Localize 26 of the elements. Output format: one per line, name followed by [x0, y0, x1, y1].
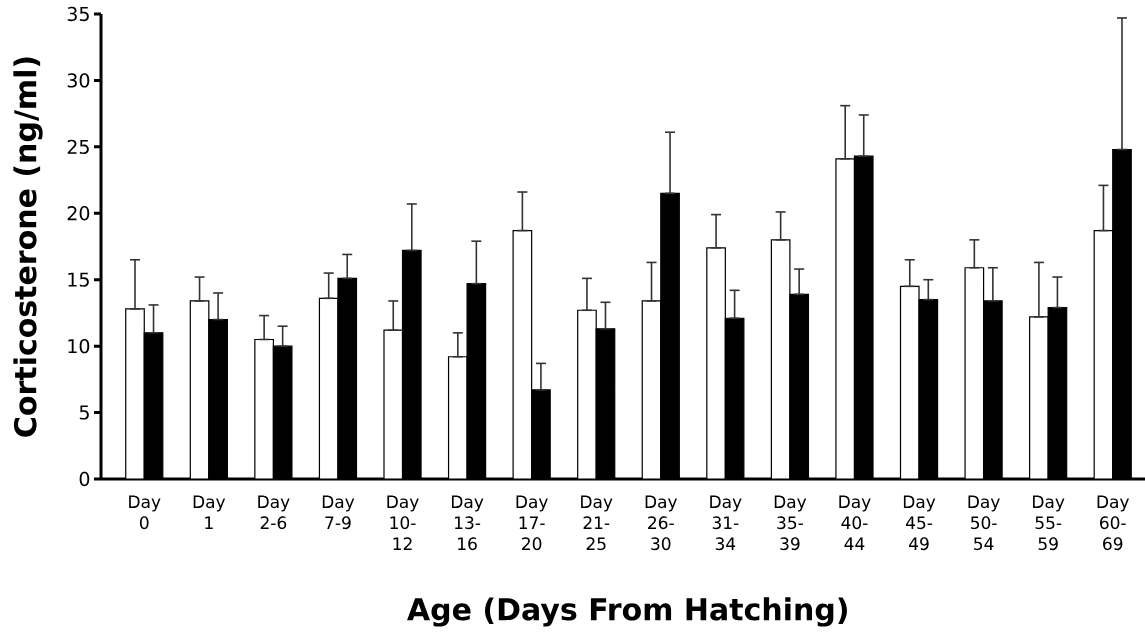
y-tick-label: 10	[68, 338, 90, 354]
x-tick-label: Day 45-49	[903, 495, 936, 551]
x-tick-label: Day 7-9	[322, 495, 355, 530]
y-tick-label: 35	[67, 6, 89, 22]
y-tick-label: 5	[79, 405, 89, 420]
x-axis-title: Age (Days From Hatching)	[407, 597, 847, 627]
x-tick-label: Day 2-6	[258, 495, 290, 530]
y-axis-title: Corticosterone (ng/ml)	[13, 57, 43, 437]
x-tick-label: Day 13-16	[451, 495, 484, 551]
x-tick-label: Day 60-69	[1097, 495, 1129, 551]
y-tick-label: 20	[67, 206, 90, 221]
x-tick-label: Day 0	[129, 495, 161, 530]
x-tick-label: Day 55-59	[1033, 495, 1065, 551]
x-tick-label: Day 17-20	[516, 495, 548, 551]
x-tick-label: Day 50-54	[968, 495, 1000, 551]
x-tick-label: Day 10-12	[387, 495, 419, 550]
x-tick-label: Day 35-39	[774, 495, 807, 551]
y-tick-label: 30	[67, 73, 90, 88]
y-tick-label: 0	[79, 471, 90, 487]
y-tick-label: 25	[67, 139, 89, 155]
x-tick-label: Day 21-25	[581, 495, 613, 551]
x-tick-label: Day 31-34	[710, 495, 742, 551]
x-tick-label: Day 26-30	[645, 495, 678, 551]
x-tick-label: Day 1	[193, 495, 226, 529]
y-tick-label: 15	[68, 272, 89, 287]
x-tick-label: Day 40-44	[839, 495, 871, 550]
